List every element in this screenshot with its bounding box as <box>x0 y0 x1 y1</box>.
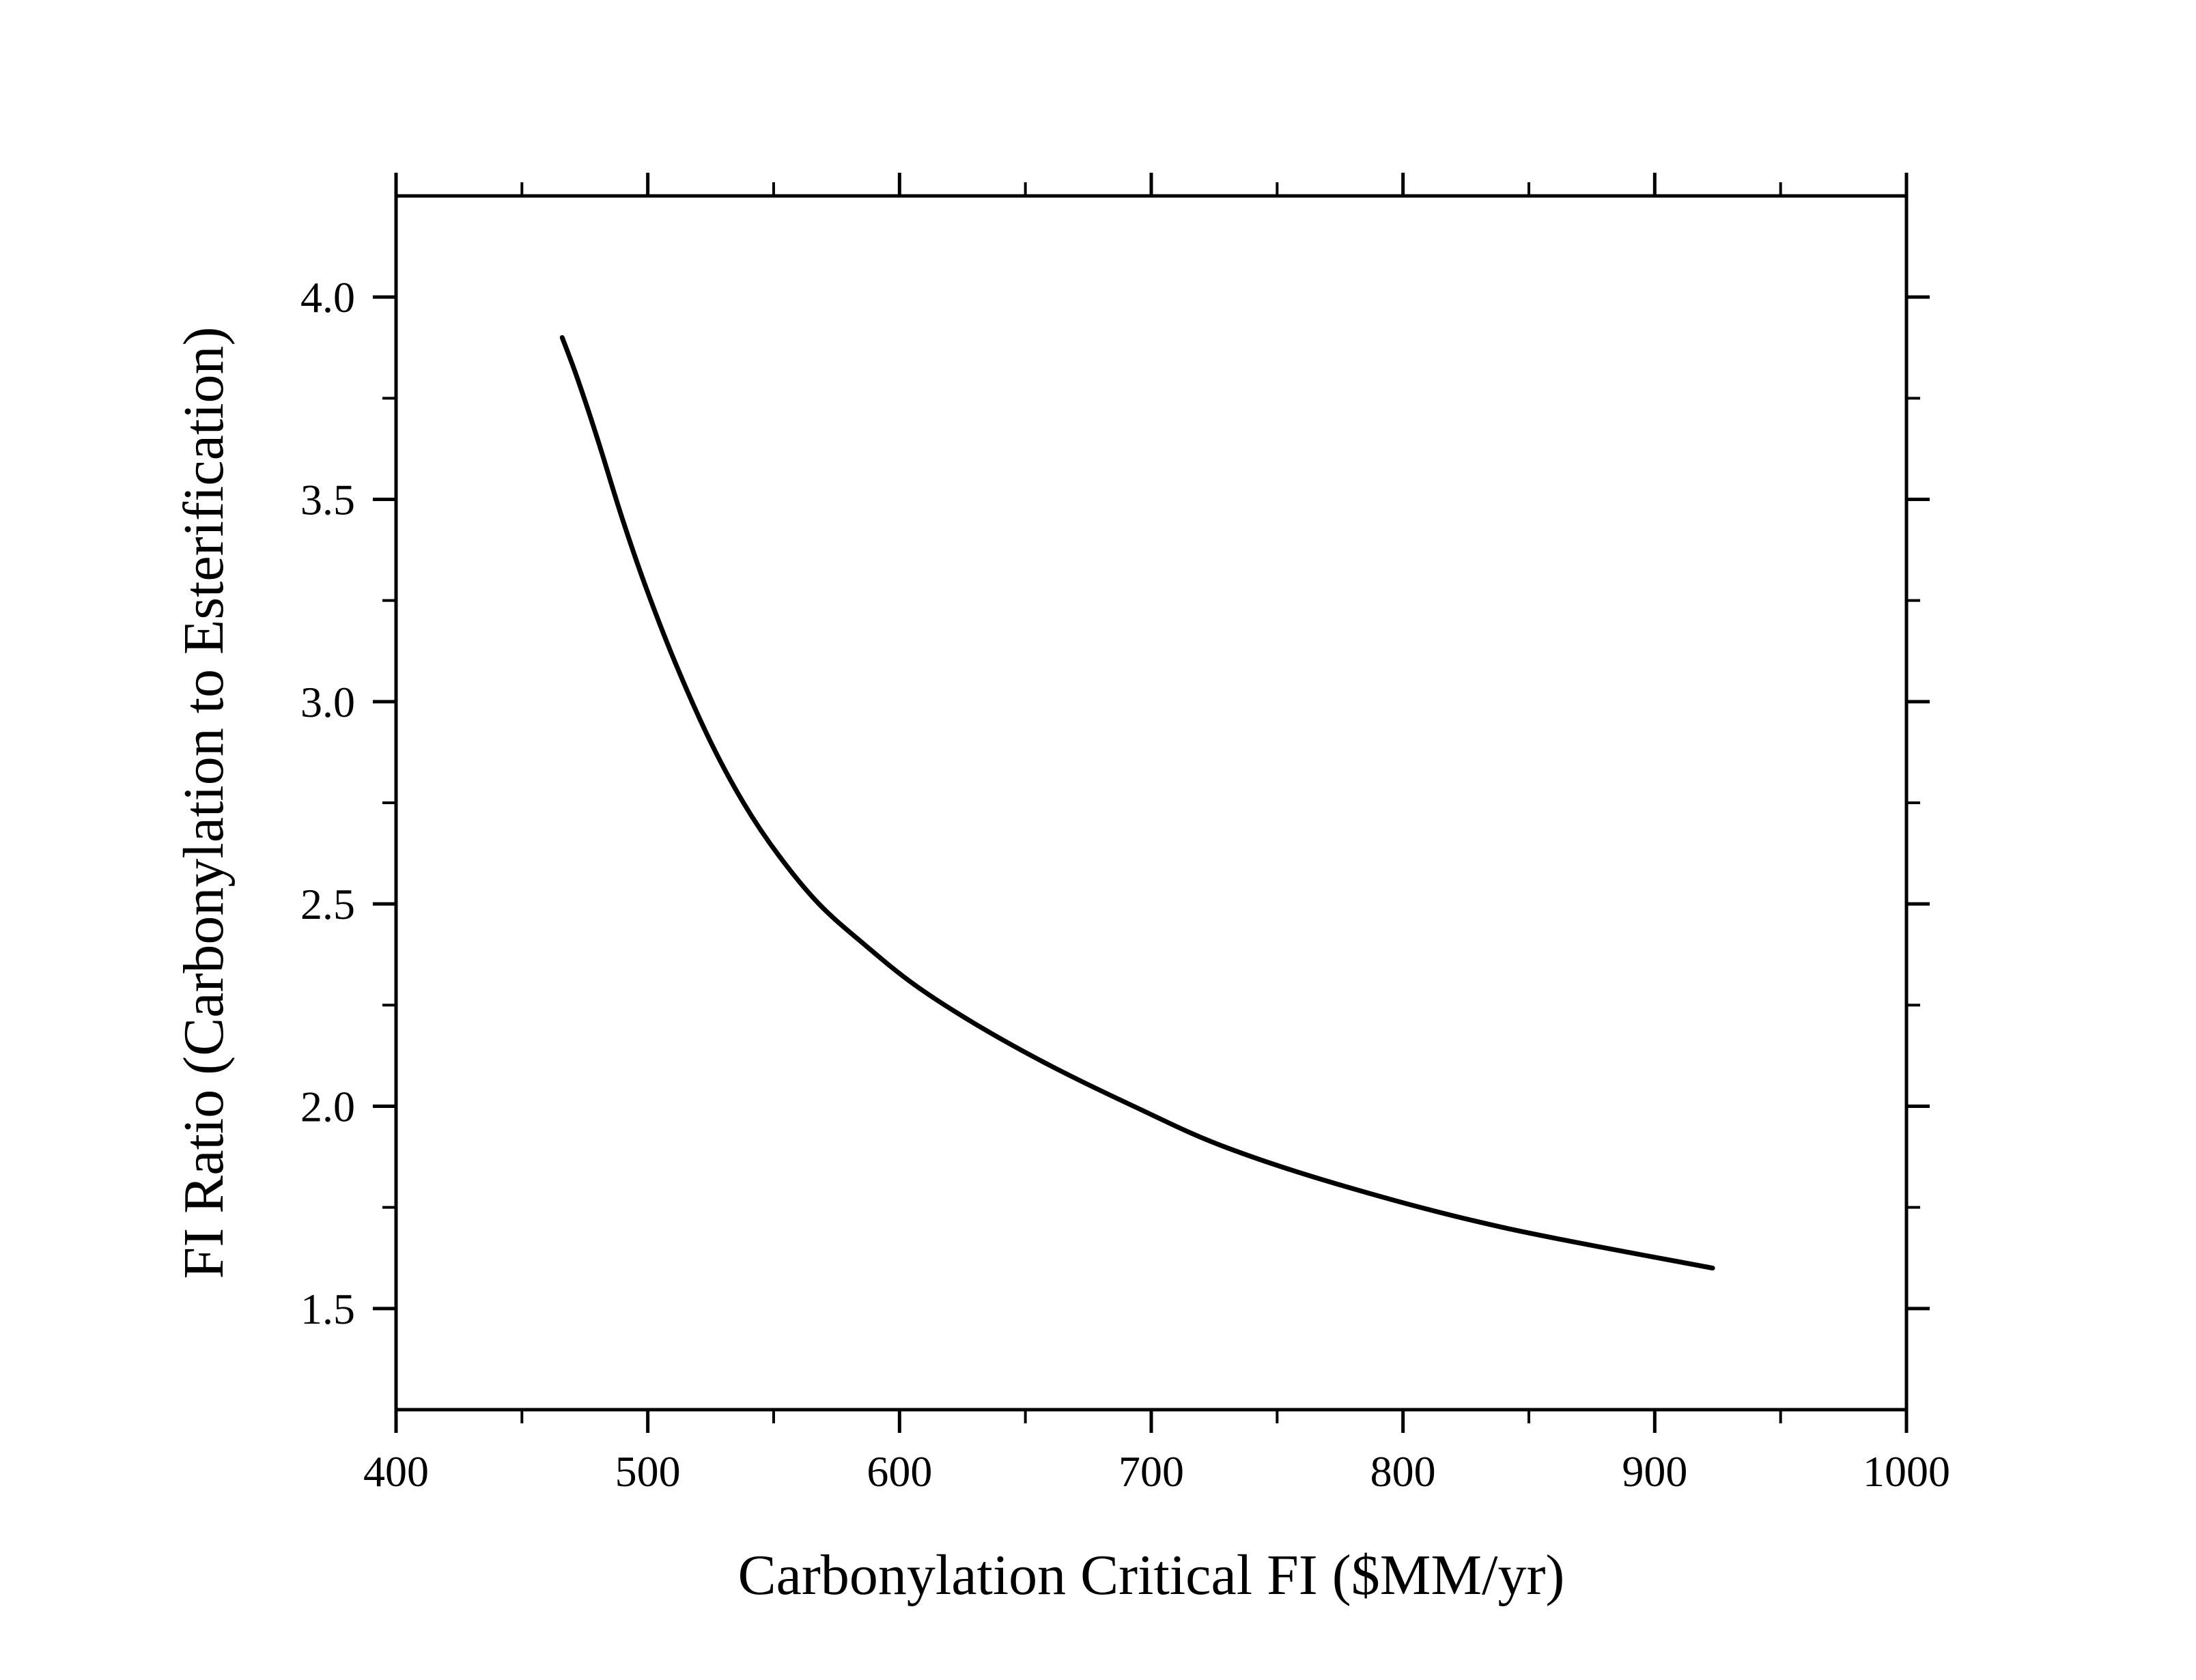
y-tick-label: 1.5 <box>300 1285 355 1333</box>
x-axis-title: Carbonylation Critical FI ($MM/yr) <box>738 1543 1565 1607</box>
x-tick-label: 700 <box>1118 1447 1184 1496</box>
x-tick-label: 400 <box>363 1447 429 1496</box>
y-tick-labels: 1.5 2.0 2.5 3.0 3.5 4.0 <box>300 273 355 1333</box>
y-tick-label: 2.5 <box>300 880 355 928</box>
y-tick-label: 3.5 <box>300 476 355 524</box>
x-tick-labels: 400 500 600 700 800 900 1000 <box>363 1447 1950 1496</box>
series-line <box>559 334 1715 1271</box>
y-tick-label: 4.0 <box>300 273 355 322</box>
y-tick-label: 3.0 <box>300 678 355 726</box>
x-tick-label: 800 <box>1370 1447 1436 1496</box>
x-tick-label: 900 <box>1622 1447 1687 1496</box>
plot-frame <box>394 194 1909 1412</box>
y-axis-title: FI Ratio (Carbonylation to Esterificatio… <box>172 326 236 1279</box>
y-tick-label: 2.0 <box>300 1083 355 1131</box>
x-tick-label: 1000 <box>1863 1447 1950 1496</box>
axis-ticks <box>373 173 1930 1433</box>
x-tick-label: 500 <box>615 1447 681 1496</box>
x-tick-label: 600 <box>867 1447 932 1496</box>
